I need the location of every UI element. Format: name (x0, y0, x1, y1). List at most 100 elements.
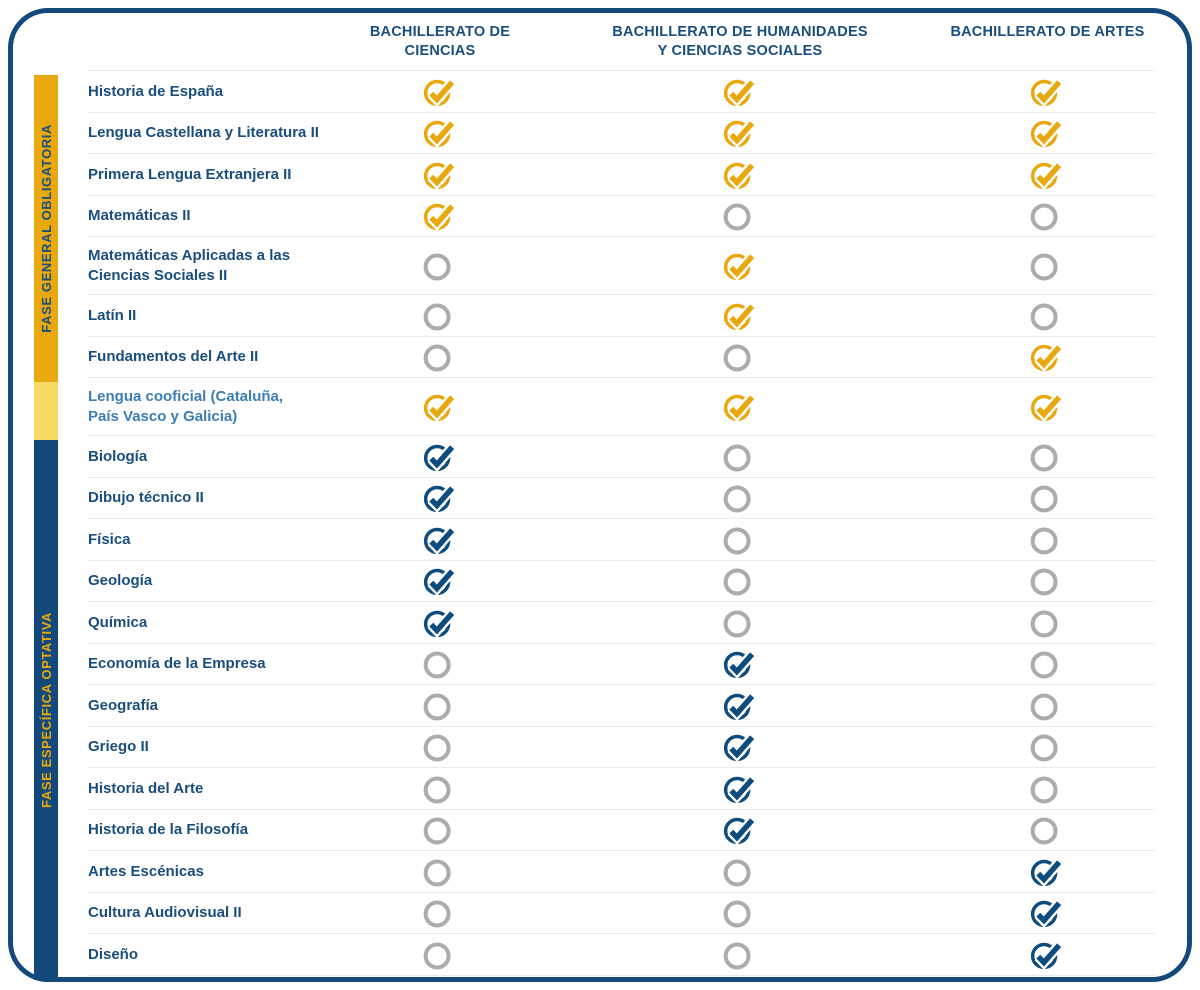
empty-circle-icon (1030, 610, 1058, 638)
subject-label: Dibujo técnico II (88, 489, 204, 507)
subject-label: Latín II (88, 306, 137, 324)
empty-circle-icon (423, 817, 451, 845)
subject-label: Primera Lengua Extranjera II (88, 165, 292, 183)
table-row: Historia del Arte (88, 767, 1155, 809)
cell-ciencias (340, 299, 540, 332)
check-icon (723, 78, 756, 107)
subject-label: Lengua cooficial (Cataluña, País Vasco y… (88, 388, 284, 425)
cell-artes (940, 390, 1155, 423)
table-row: Lengua cooficial (Cataluña, País Vasco y… (88, 377, 1155, 435)
cell-humanidades (540, 813, 940, 846)
empty-circle-icon (423, 693, 451, 721)
cell-ciencias (340, 564, 540, 597)
phase-label-general-obligatoria: FASE GENERAL OBLIGATORIA (38, 124, 54, 333)
check-icon (723, 120, 756, 149)
cell-ciencias (340, 75, 540, 108)
cell-ciencias (340, 855, 540, 888)
column-header-artes: BACHILLERATO DE ARTES (950, 24, 1145, 40)
subject-label: Física (88, 530, 131, 548)
cell-artes (940, 199, 1155, 232)
cell-artes (940, 855, 1155, 888)
check-icon (723, 734, 756, 763)
column-header-humanidades: BACHILLERATO DE HUMANIDADES Y CIENCIAS S… (612, 24, 868, 59)
empty-circle-icon (723, 900, 751, 928)
table-row: Diseño (88, 933, 1155, 975)
subject-label: Artes Escénicas (88, 862, 204, 880)
cell-artes (940, 896, 1155, 929)
cell-artes (940, 249, 1155, 282)
table-row: Dibujo técnico II (88, 476, 1155, 519)
check-icon (1030, 393, 1063, 422)
check-icon (423, 526, 456, 555)
check-icon (423, 393, 456, 422)
cell-ciencias (340, 938, 540, 971)
subjects-table: Historia de España Lengua Castellana y L… (88, 70, 1155, 976)
subject-label: Griego II (88, 738, 149, 756)
cell-humanidades (540, 340, 940, 373)
check-icon (1030, 161, 1063, 190)
table-row: Matemáticas Aplicadas a las Ciencias Soc… (88, 236, 1155, 294)
empty-circle-icon (1030, 203, 1058, 231)
cell-humanidades (540, 855, 940, 888)
cell-humanidades (540, 730, 940, 763)
check-icon (723, 252, 756, 281)
subject-label: Matemáticas Aplicadas a las Ciencias Soc… (88, 247, 291, 284)
table-row: Geología (88, 559, 1155, 602)
empty-circle-icon (1030, 527, 1058, 555)
cell-ciencias (340, 390, 540, 423)
cell-artes (940, 523, 1155, 556)
cell-humanidades (540, 689, 940, 722)
subject-label: Química (88, 613, 148, 631)
cell-artes (940, 481, 1155, 514)
subject-label: Historia de la Filosofía (88, 821, 249, 839)
empty-circle-icon (1030, 444, 1058, 472)
phase-bar-especifica-optativa: FASE ESPECÍFICA OPTATIVA (34, 440, 58, 980)
cell-humanidades (540, 938, 940, 971)
cell-artes (940, 730, 1155, 763)
check-icon (723, 692, 756, 721)
empty-circle-icon (723, 203, 751, 231)
cell-artes (940, 689, 1155, 722)
table-row: Fundamentos del Arte II (88, 335, 1155, 378)
check-icon (723, 651, 756, 680)
table-row: Griego II (88, 725, 1155, 768)
cell-ciencias (340, 896, 540, 929)
phase-label-especifica-optativa: FASE ESPECÍFICA OPTATIVA (38, 611, 54, 808)
cell-humanidades (540, 647, 940, 680)
empty-circle-icon (423, 776, 451, 804)
table-row: Lengua Castellana y Literatura II (88, 111, 1155, 154)
subject-label: Historia de España (88, 82, 224, 100)
cell-humanidades (540, 390, 940, 423)
cell-humanidades (540, 249, 940, 282)
cell-humanidades (540, 896, 940, 929)
subject-label: Diseño (88, 945, 139, 963)
table-row: Artes Escénicas (88, 850, 1155, 892)
empty-circle-icon (723, 485, 751, 513)
infographic-frame: BACHILLERATO DE CIENCIAS BACHILLERATO DE… (8, 8, 1192, 982)
empty-circle-icon (1030, 651, 1058, 679)
subject-label: Biología (88, 447, 148, 465)
check-icon (423, 485, 456, 514)
cell-humanidades (540, 116, 940, 149)
cell-ciencias (340, 689, 540, 722)
check-icon (423, 203, 456, 232)
cell-humanidades (540, 772, 940, 805)
empty-circle-icon (423, 942, 451, 970)
check-icon (423, 78, 456, 107)
cell-humanidades (540, 199, 940, 232)
check-icon (423, 443, 456, 472)
check-icon (1030, 120, 1063, 149)
cell-humanidades (540, 523, 940, 556)
check-icon (723, 161, 756, 190)
cell-ciencias (340, 523, 540, 556)
cell-ciencias (340, 199, 540, 232)
check-icon (723, 302, 756, 331)
empty-circle-icon (423, 734, 451, 762)
table-row: Cultura Audiovisual II (88, 891, 1155, 934)
cell-artes (940, 116, 1155, 149)
cell-humanidades (540, 440, 940, 473)
cell-artes (940, 813, 1155, 846)
table-row: Geografía (88, 684, 1155, 726)
cell-artes (940, 440, 1155, 473)
empty-circle-icon (723, 942, 751, 970)
